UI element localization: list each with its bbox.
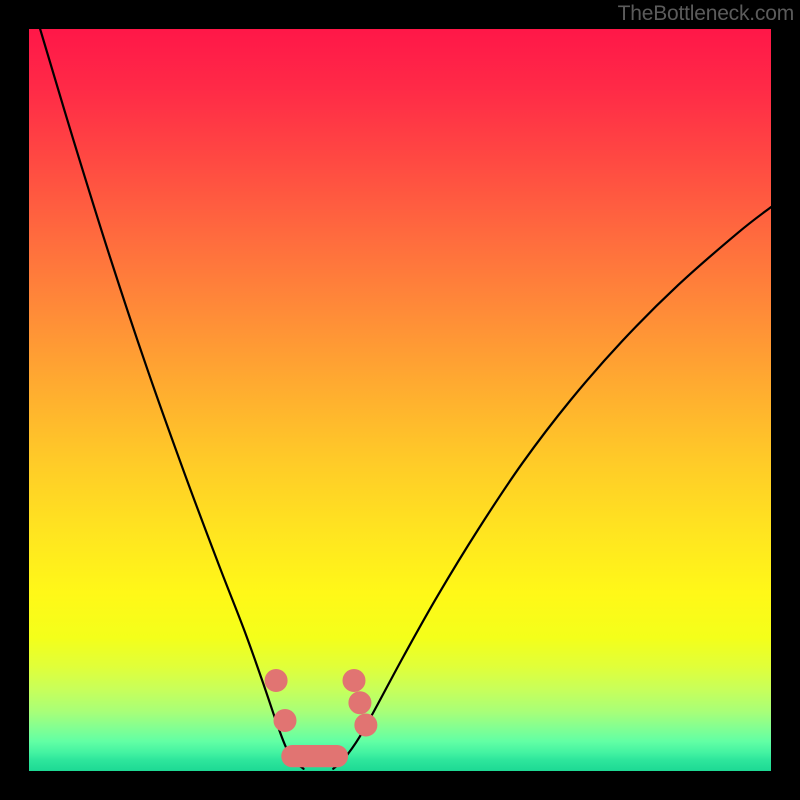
curve-left-branch	[40, 29, 303, 769]
marker-dot	[274, 710, 296, 732]
plot-area	[29, 29, 771, 771]
chart-layer	[29, 29, 771, 771]
watermark-text: TheBottleneck.com	[618, 2, 794, 26]
marker-dot	[355, 714, 377, 736]
marker-dot	[343, 669, 365, 691]
bottom-bar-marker	[281, 745, 348, 767]
outer-frame: TheBottleneck.com	[0, 0, 800, 800]
marker-dot	[265, 669, 287, 691]
marker-dot	[349, 692, 371, 714]
marker-dots	[265, 669, 377, 736]
curve-right-branch	[333, 207, 771, 769]
